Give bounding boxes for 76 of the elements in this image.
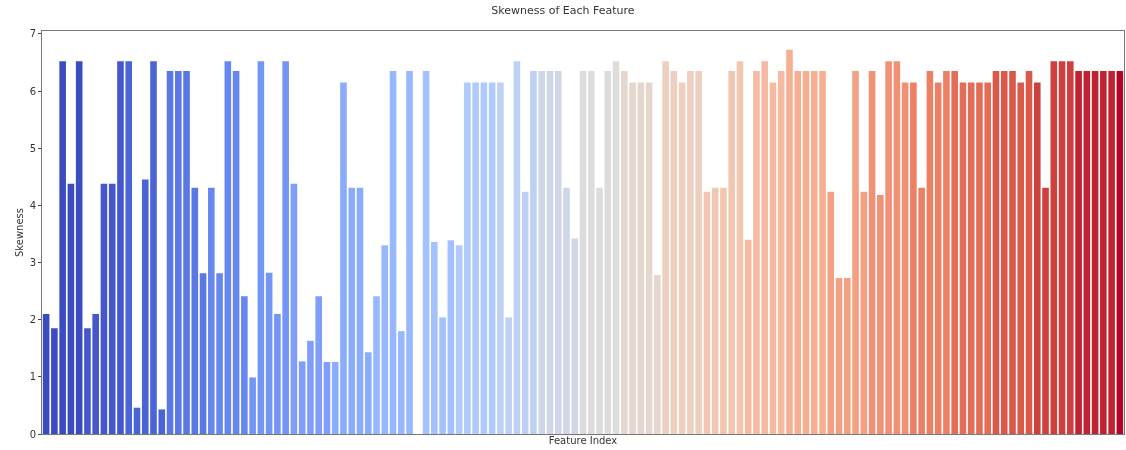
bar [744,239,752,434]
bar [662,61,669,434]
bar [546,71,554,434]
bar [1067,61,1074,434]
y-tick-label: 5 [29,142,36,154]
bar [521,191,529,434]
bar [298,361,306,434]
bar [893,61,901,434]
bar [265,272,273,434]
bar [612,61,620,434]
bar [125,61,133,434]
bar [530,71,537,434]
bar [232,71,240,434]
bar [703,191,711,434]
bar [241,296,248,434]
y-tick-label: 0 [29,428,36,440]
chart-title: Skewness of Each Feature [491,4,635,18]
bar [992,71,1000,434]
x-axis-title: Feature Index [548,434,618,446]
bar [480,82,488,434]
bar [943,71,950,434]
bar [455,245,463,434]
y-tick-label: 1 [29,371,36,383]
bar [678,82,686,434]
y-tick-label: 7 [29,28,36,40]
y-tick-label: 4 [29,199,36,211]
bar [654,275,661,434]
y-tick-label: 2 [29,314,36,326]
bar [777,71,785,434]
bar [951,71,958,434]
y-tick-label: 3 [29,257,36,269]
bar [42,313,50,434]
bar [199,273,207,434]
bar [637,82,645,434]
bar [488,82,496,434]
bar [1075,71,1082,434]
bar [670,71,678,434]
bar [1058,61,1066,434]
bar [769,82,777,434]
y-tick-label: 6 [29,85,36,97]
bar [75,61,83,434]
bar [827,191,835,434]
bar [579,71,587,434]
bar [67,183,75,434]
bar [736,61,744,434]
bar [1025,71,1033,434]
bar [802,71,810,434]
bar [538,71,546,434]
bar [422,71,430,434]
bar [1116,71,1124,434]
bar [224,61,232,434]
bar [711,187,719,434]
bar [133,407,141,434]
bar [1091,71,1099,434]
y-axis-title: Skewness [13,207,25,258]
bar [257,61,265,434]
bar [835,277,843,434]
bar [1083,71,1091,434]
bar [166,71,174,434]
bar [191,187,199,434]
bar [868,71,876,434]
bar [249,377,256,434]
bar [513,61,521,434]
bar [645,82,653,434]
bar [323,361,331,434]
bar [364,352,372,434]
bar [934,82,942,434]
bar [447,240,455,434]
bar [100,183,108,434]
bar [860,191,868,434]
bar [901,82,909,434]
bar [290,183,298,434]
bar [356,187,364,434]
bar [926,71,934,434]
bar [959,82,967,434]
bar [389,71,397,434]
